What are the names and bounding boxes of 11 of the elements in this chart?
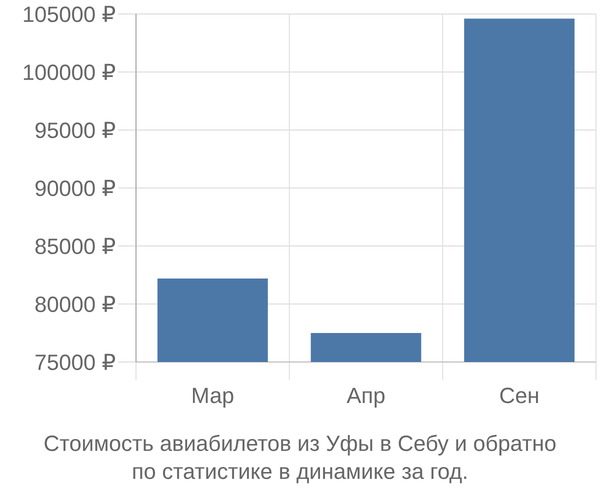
x-tick-label: Сен xyxy=(500,388,538,404)
y-tick-label: 105000 ₽ xyxy=(24,6,116,22)
x-tick-label: Мар xyxy=(192,388,234,408)
x-tick-label: Апр xyxy=(346,388,384,408)
y-tick-label: 85000 ₽ xyxy=(35,238,116,254)
y-tick-label: 90000 ₽ xyxy=(36,180,116,196)
y-tick-label: 80000 ₽ xyxy=(35,296,116,312)
y-tick-label: 100000 ₽ xyxy=(24,64,116,80)
y-tick-label: 95000 ₽ xyxy=(36,122,116,138)
text: Стоимость авиабилетов из Уфы в Себу и обратно по статистике в динамике за год. xyxy=(44,434,556,484)
y-tick-label: 75000 ₽ xyxy=(36,354,116,370)
